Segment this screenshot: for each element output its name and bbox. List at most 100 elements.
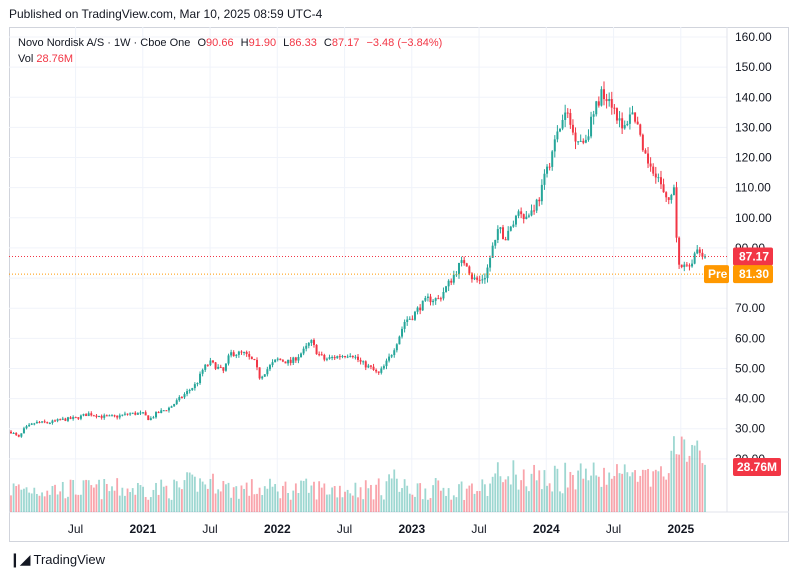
volume-bar <box>652 471 655 512</box>
open-value: 90.66 <box>206 37 234 49</box>
volume-bar <box>522 469 525 512</box>
candle-body <box>243 351 246 353</box>
tradingview-logo-icon: ❙◢ <box>9 551 30 567</box>
volume-bar <box>64 498 67 512</box>
candle-body <box>74 417 77 419</box>
volume-bar <box>680 436 683 512</box>
candle-body <box>483 278 486 280</box>
candle-body <box>403 321 406 329</box>
candle-body <box>110 415 113 417</box>
volume-bar <box>411 494 414 512</box>
candle-body <box>603 89 606 100</box>
candle-body <box>584 139 587 143</box>
volume-bar <box>509 484 512 512</box>
candle-body <box>131 412 134 414</box>
volume-bar <box>245 482 248 512</box>
volume-bar <box>424 488 427 512</box>
candle-body <box>123 413 126 415</box>
volume-bar <box>644 470 647 512</box>
candle-body <box>28 424 31 427</box>
volume-bar <box>69 479 72 512</box>
low-value: 86.33 <box>289 37 317 49</box>
candle-body <box>199 373 202 384</box>
volume-bar <box>237 498 240 512</box>
candle-body <box>328 357 331 359</box>
candle-body <box>237 351 240 355</box>
candle-body <box>41 421 44 423</box>
candle-body <box>224 363 227 371</box>
candle-body <box>180 397 183 399</box>
candle-body <box>571 124 574 133</box>
volume-bar <box>191 474 194 512</box>
volume-bar <box>641 469 644 512</box>
candle-body <box>188 390 191 392</box>
candle-body <box>100 415 103 418</box>
open-label: O <box>197 37 207 49</box>
candle-body <box>615 108 618 121</box>
volume-label[interactable]: Vol <box>18 53 34 65</box>
volume-bar <box>587 480 590 512</box>
candle-body <box>569 113 572 125</box>
candle-body <box>66 417 69 421</box>
volume-bar <box>551 491 554 512</box>
volume-bar <box>385 481 388 512</box>
symbol-title[interactable]: Novo Nordisk A/S · 1W · Cboe One <box>18 37 191 49</box>
candle-body <box>652 166 655 174</box>
volume-bar <box>20 489 23 512</box>
volume-bar <box>408 493 411 512</box>
volume-bar <box>105 483 108 512</box>
volume-bar <box>582 478 585 512</box>
candle-body <box>496 229 499 240</box>
candle-body <box>54 420 57 422</box>
candle-body <box>38 421 41 423</box>
candle-body <box>170 406 173 408</box>
candle-body <box>253 359 256 361</box>
volume-bar <box>504 479 507 512</box>
candle-body <box>543 173 546 185</box>
candle-body <box>219 366 222 368</box>
volume-bar <box>621 473 624 512</box>
candle-body <box>92 415 95 417</box>
volume-bar <box>139 485 142 512</box>
candle-body <box>623 125 626 129</box>
candle-body <box>388 356 391 361</box>
volume-bar <box>429 498 432 512</box>
candle-body <box>442 291 445 299</box>
candle-body <box>338 356 341 358</box>
tradingview-footer[interactable]: ❙◢ TradingView <box>9 551 105 568</box>
x-tick-label: Jul <box>606 522 621 536</box>
candle-body <box>178 397 181 401</box>
candle-body <box>160 410 163 413</box>
volume-bar <box>367 488 370 512</box>
candle-body <box>82 414 85 416</box>
candle-body <box>494 239 497 246</box>
volume-bar <box>183 480 186 512</box>
volume-bar <box>401 488 403 512</box>
volume-bar <box>313 481 315 512</box>
low-label: L <box>283 37 290 49</box>
candle-body <box>230 352 233 356</box>
candle-body <box>25 426 28 429</box>
candle-body <box>657 177 660 179</box>
volume-bar <box>74 494 77 512</box>
candle-body <box>312 339 315 345</box>
candle-body <box>372 366 375 370</box>
candle-body <box>463 260 466 264</box>
candle-body <box>43 421 46 423</box>
candle-body <box>522 214 525 219</box>
candle-body <box>263 374 266 377</box>
volume-bar <box>323 483 326 512</box>
price-chart[interactable]: 160.00 150.00 140.00 130.00 120.00 110.00 100.… <box>9 27 789 542</box>
volume-bar <box>17 484 20 512</box>
candle-body <box>380 368 383 373</box>
candle-body <box>232 352 235 357</box>
x-tick-label: 2021 <box>129 522 156 536</box>
volume-bar <box>445 495 447 512</box>
candle-body <box>17 434 20 437</box>
candle-body <box>248 354 251 357</box>
candle-body <box>209 360 212 366</box>
candle-body <box>196 383 199 385</box>
volume-bar <box>85 479 87 512</box>
volume-bar <box>403 479 406 512</box>
volume-bar <box>434 478 437 512</box>
